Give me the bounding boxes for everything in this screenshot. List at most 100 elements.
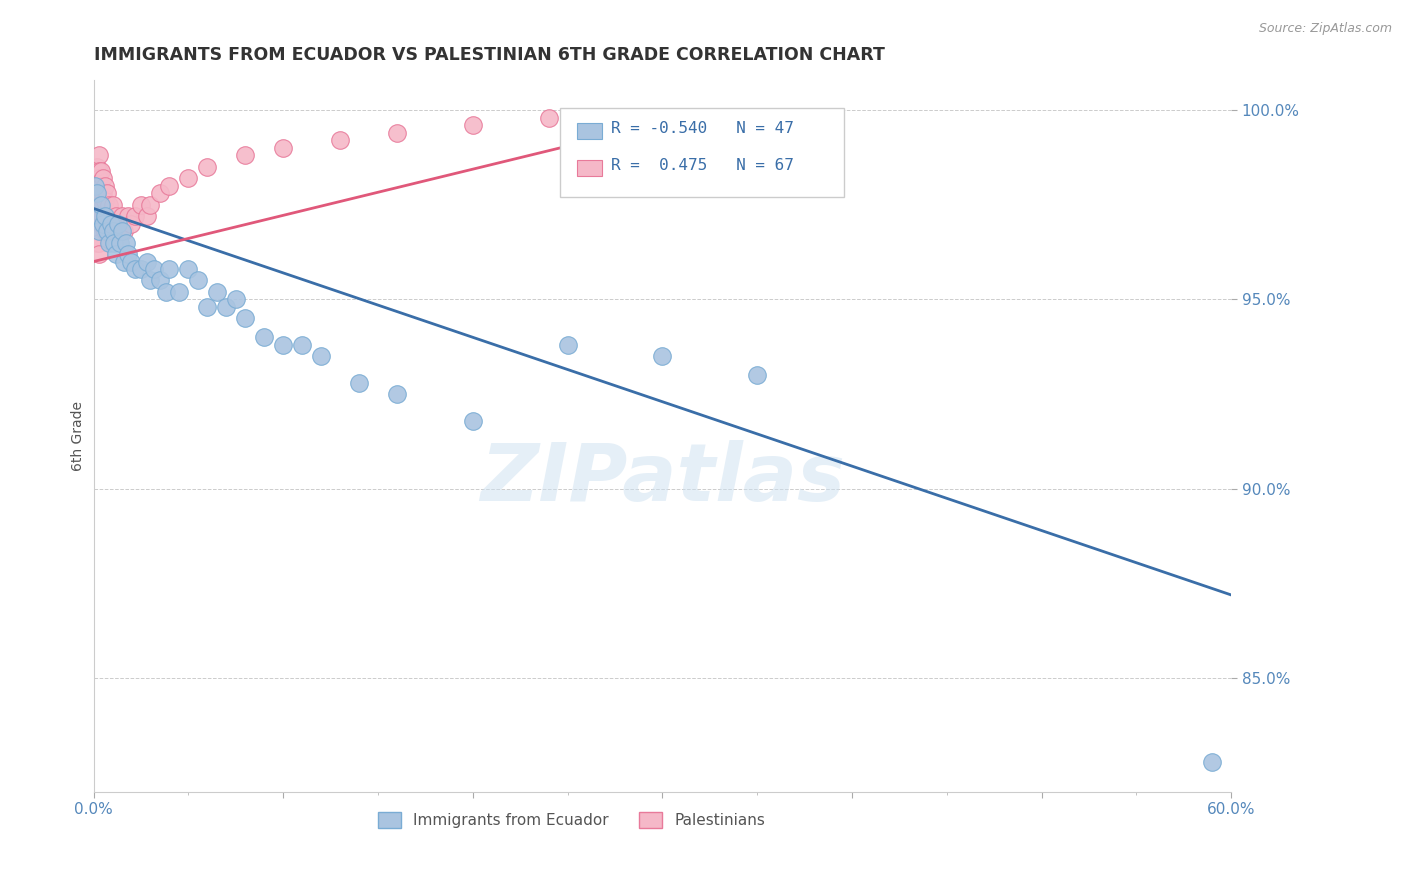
Point bbox=[96, 209, 118, 223]
Text: R = -0.540   N = 47: R = -0.540 N = 47 bbox=[612, 121, 794, 136]
Point bbox=[117, 209, 139, 223]
Text: IMMIGRANTS FROM ECUADOR VS PALESTINIAN 6TH GRADE CORRELATION CHART: IMMIGRANTS FROM ECUADOR VS PALESTINIAN 6… bbox=[94, 46, 884, 64]
Point bbox=[177, 262, 200, 277]
Point bbox=[139, 273, 162, 287]
Point bbox=[112, 254, 135, 268]
Text: Source: ZipAtlas.com: Source: ZipAtlas.com bbox=[1258, 22, 1392, 36]
Point bbox=[111, 224, 134, 238]
FancyBboxPatch shape bbox=[560, 108, 845, 197]
Point bbox=[461, 118, 484, 132]
Point bbox=[90, 217, 112, 231]
Point bbox=[117, 247, 139, 261]
Point bbox=[96, 186, 118, 201]
Point bbox=[91, 197, 114, 211]
Point bbox=[135, 209, 157, 223]
Point bbox=[90, 178, 112, 193]
Point bbox=[121, 254, 143, 268]
Point bbox=[124, 209, 146, 223]
Point bbox=[91, 171, 114, 186]
Point bbox=[101, 197, 124, 211]
Point bbox=[233, 148, 256, 162]
Point bbox=[89, 171, 111, 186]
Legend: Immigrants from Ecuador, Palestinians: Immigrants from Ecuador, Palestinians bbox=[371, 806, 770, 834]
Point bbox=[129, 262, 152, 277]
Point bbox=[86, 197, 108, 211]
Point bbox=[689, 111, 711, 125]
Point bbox=[177, 171, 200, 186]
Point bbox=[385, 387, 408, 401]
FancyBboxPatch shape bbox=[576, 123, 602, 139]
Point bbox=[91, 186, 114, 201]
Point bbox=[89, 148, 111, 162]
Point bbox=[100, 224, 122, 238]
Point bbox=[86, 224, 108, 238]
Point bbox=[613, 111, 636, 125]
Point bbox=[195, 160, 218, 174]
Point bbox=[94, 178, 117, 193]
Point bbox=[103, 235, 125, 250]
Point bbox=[157, 178, 180, 193]
Point bbox=[96, 224, 118, 238]
Point bbox=[107, 217, 129, 231]
Point bbox=[253, 330, 276, 344]
Point bbox=[747, 368, 769, 383]
Point bbox=[651, 349, 673, 363]
Point bbox=[271, 141, 294, 155]
Point bbox=[103, 224, 125, 238]
Point bbox=[90, 186, 112, 201]
Point bbox=[84, 178, 107, 193]
Point bbox=[90, 197, 112, 211]
Point bbox=[89, 163, 111, 178]
Point bbox=[89, 247, 111, 261]
Point bbox=[86, 186, 108, 201]
Point bbox=[291, 338, 314, 352]
Point bbox=[84, 178, 107, 193]
Point bbox=[1201, 755, 1223, 769]
Text: R =  0.475   N = 67: R = 0.475 N = 67 bbox=[612, 159, 794, 173]
Point bbox=[347, 376, 370, 390]
Point bbox=[225, 293, 247, 307]
Text: ZIPatlas: ZIPatlas bbox=[479, 440, 845, 517]
Point bbox=[84, 224, 107, 238]
Point bbox=[86, 160, 108, 174]
Point bbox=[97, 235, 120, 250]
Point bbox=[108, 235, 131, 250]
Point bbox=[205, 285, 228, 299]
Point bbox=[107, 224, 129, 238]
Point bbox=[100, 217, 122, 231]
Point bbox=[86, 235, 108, 250]
Point bbox=[91, 217, 114, 231]
Point bbox=[114, 235, 136, 250]
Point bbox=[233, 311, 256, 326]
Point bbox=[90, 163, 112, 178]
Point bbox=[86, 217, 108, 231]
Point bbox=[129, 197, 152, 211]
Point bbox=[309, 349, 332, 363]
Point bbox=[149, 273, 172, 287]
FancyBboxPatch shape bbox=[576, 161, 602, 176]
Point bbox=[86, 178, 108, 193]
Point bbox=[461, 414, 484, 428]
Point bbox=[101, 217, 124, 231]
Point bbox=[135, 254, 157, 268]
Point bbox=[557, 338, 579, 352]
Point bbox=[329, 133, 352, 147]
Point bbox=[537, 111, 560, 125]
Point bbox=[97, 217, 120, 231]
Point bbox=[167, 285, 190, 299]
Point bbox=[155, 285, 177, 299]
Point bbox=[91, 217, 114, 231]
Point bbox=[89, 209, 111, 223]
Point bbox=[94, 209, 117, 223]
Point bbox=[91, 209, 114, 223]
Point bbox=[90, 209, 112, 223]
Point bbox=[105, 247, 128, 261]
Point bbox=[94, 224, 117, 238]
Point bbox=[143, 262, 166, 277]
Point bbox=[187, 273, 209, 287]
Point bbox=[195, 300, 218, 314]
Point bbox=[94, 209, 117, 223]
Point bbox=[89, 197, 111, 211]
Point bbox=[89, 209, 111, 223]
Point bbox=[111, 209, 134, 223]
